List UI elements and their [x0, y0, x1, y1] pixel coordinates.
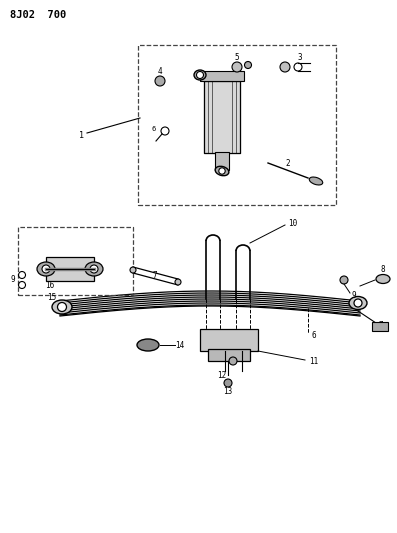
Polygon shape [204, 81, 240, 153]
Text: 7: 7 [153, 271, 157, 279]
Text: 13: 13 [224, 386, 233, 395]
Text: 3: 3 [298, 52, 302, 61]
Text: 10: 10 [288, 219, 298, 228]
Circle shape [58, 303, 67, 311]
Text: 6: 6 [312, 330, 316, 340]
Circle shape [197, 71, 204, 78]
Circle shape [354, 299, 362, 307]
Text: 9: 9 [352, 292, 357, 301]
Ellipse shape [52, 300, 72, 314]
Ellipse shape [309, 177, 323, 185]
Text: 15: 15 [47, 293, 57, 302]
Bar [18, 227, 133, 295]
Circle shape [224, 379, 232, 387]
Bar [215, 152, 229, 170]
Circle shape [245, 61, 252, 69]
Circle shape [42, 265, 50, 273]
Circle shape [229, 357, 237, 365]
Ellipse shape [194, 70, 206, 80]
Ellipse shape [376, 274, 390, 284]
Text: 9: 9 [10, 276, 15, 285]
Text: 5: 5 [235, 52, 239, 61]
Text: 8J02  700: 8J02 700 [10, 10, 66, 20]
Text: 8: 8 [381, 265, 385, 274]
Bar [46, 257, 94, 281]
Ellipse shape [85, 262, 103, 276]
Bar [372, 322, 388, 331]
Text: 2: 2 [286, 158, 290, 167]
Circle shape [130, 267, 136, 273]
Text: 4: 4 [158, 67, 162, 76]
Circle shape [232, 62, 242, 72]
Text: 7: 7 [379, 320, 384, 329]
Ellipse shape [37, 262, 55, 276]
Text: 6: 6 [152, 126, 156, 132]
Circle shape [90, 265, 98, 273]
Text: 16: 16 [45, 281, 55, 290]
Circle shape [219, 168, 225, 174]
Ellipse shape [349, 296, 367, 310]
Bar [138, 45, 336, 205]
Text: 1: 1 [79, 131, 85, 140]
Bar [200, 71, 244, 81]
Bar [200, 329, 258, 351]
Bar [208, 349, 250, 361]
Circle shape [280, 62, 290, 72]
Ellipse shape [137, 339, 159, 351]
Circle shape [155, 76, 165, 86]
Text: 11: 11 [309, 358, 319, 367]
Text: 12: 12 [218, 372, 227, 381]
Ellipse shape [215, 166, 229, 176]
Text: 14: 14 [175, 341, 185, 350]
Circle shape [175, 279, 181, 285]
Circle shape [340, 276, 348, 284]
